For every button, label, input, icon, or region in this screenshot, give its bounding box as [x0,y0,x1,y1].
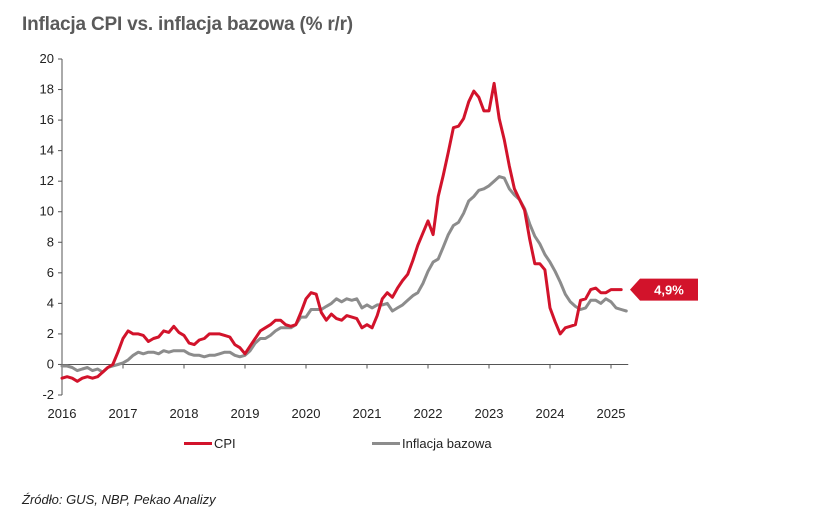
x-tick-label: 2018 [170,406,199,421]
x-tick-label: 2022 [414,406,443,421]
y-tick-label: 4 [47,295,54,310]
y-tick-label: 6 [47,265,54,280]
series-line-core [60,175,628,374]
x-tick-label: 2017 [109,406,138,421]
x-tick-label: 2016 [48,406,77,421]
y-tick-label: 12 [40,173,54,188]
y-tick-label: 0 [47,356,54,371]
source-note: Źródło: GUS, NBP, Pekao Analizy [22,492,216,507]
end-value-badge [630,278,698,301]
y-tick-label: 10 [40,204,54,219]
y-tick-label: 20 [40,51,54,66]
x-tick-label: 2024 [536,406,565,421]
y-tick-label: 18 [40,82,54,97]
x-tick-label: 2020 [292,406,321,421]
y-tick-label: 16 [40,112,54,127]
legend-item-core: Inflacja bazowa [372,436,492,451]
x-tick-label: 2019 [231,406,260,421]
legend-label-cpi: CPI [214,436,236,451]
chart-title: Inflacja CPI vs. inflacja bazowa (% r/r) [22,14,353,35]
y-tick-label: 8 [47,234,54,249]
x-tick-label: 2023 [475,406,504,421]
legend-swatch-cpi [184,442,212,445]
x-tick-label: 2021 [353,406,382,421]
legend-label-core: Inflacja bazowa [402,436,492,451]
y-tick-label: 2 [47,326,54,341]
end-value-label: 4,9% [654,283,684,298]
legend-swatch-core [372,442,400,445]
y-tick-label: 14 [40,143,54,158]
legend-item-cpi: CPI [184,436,236,451]
series-line-cpi [60,81,623,383]
x-tick-label: 2025 [597,406,626,421]
y-tick-label: -2 [42,387,54,402]
